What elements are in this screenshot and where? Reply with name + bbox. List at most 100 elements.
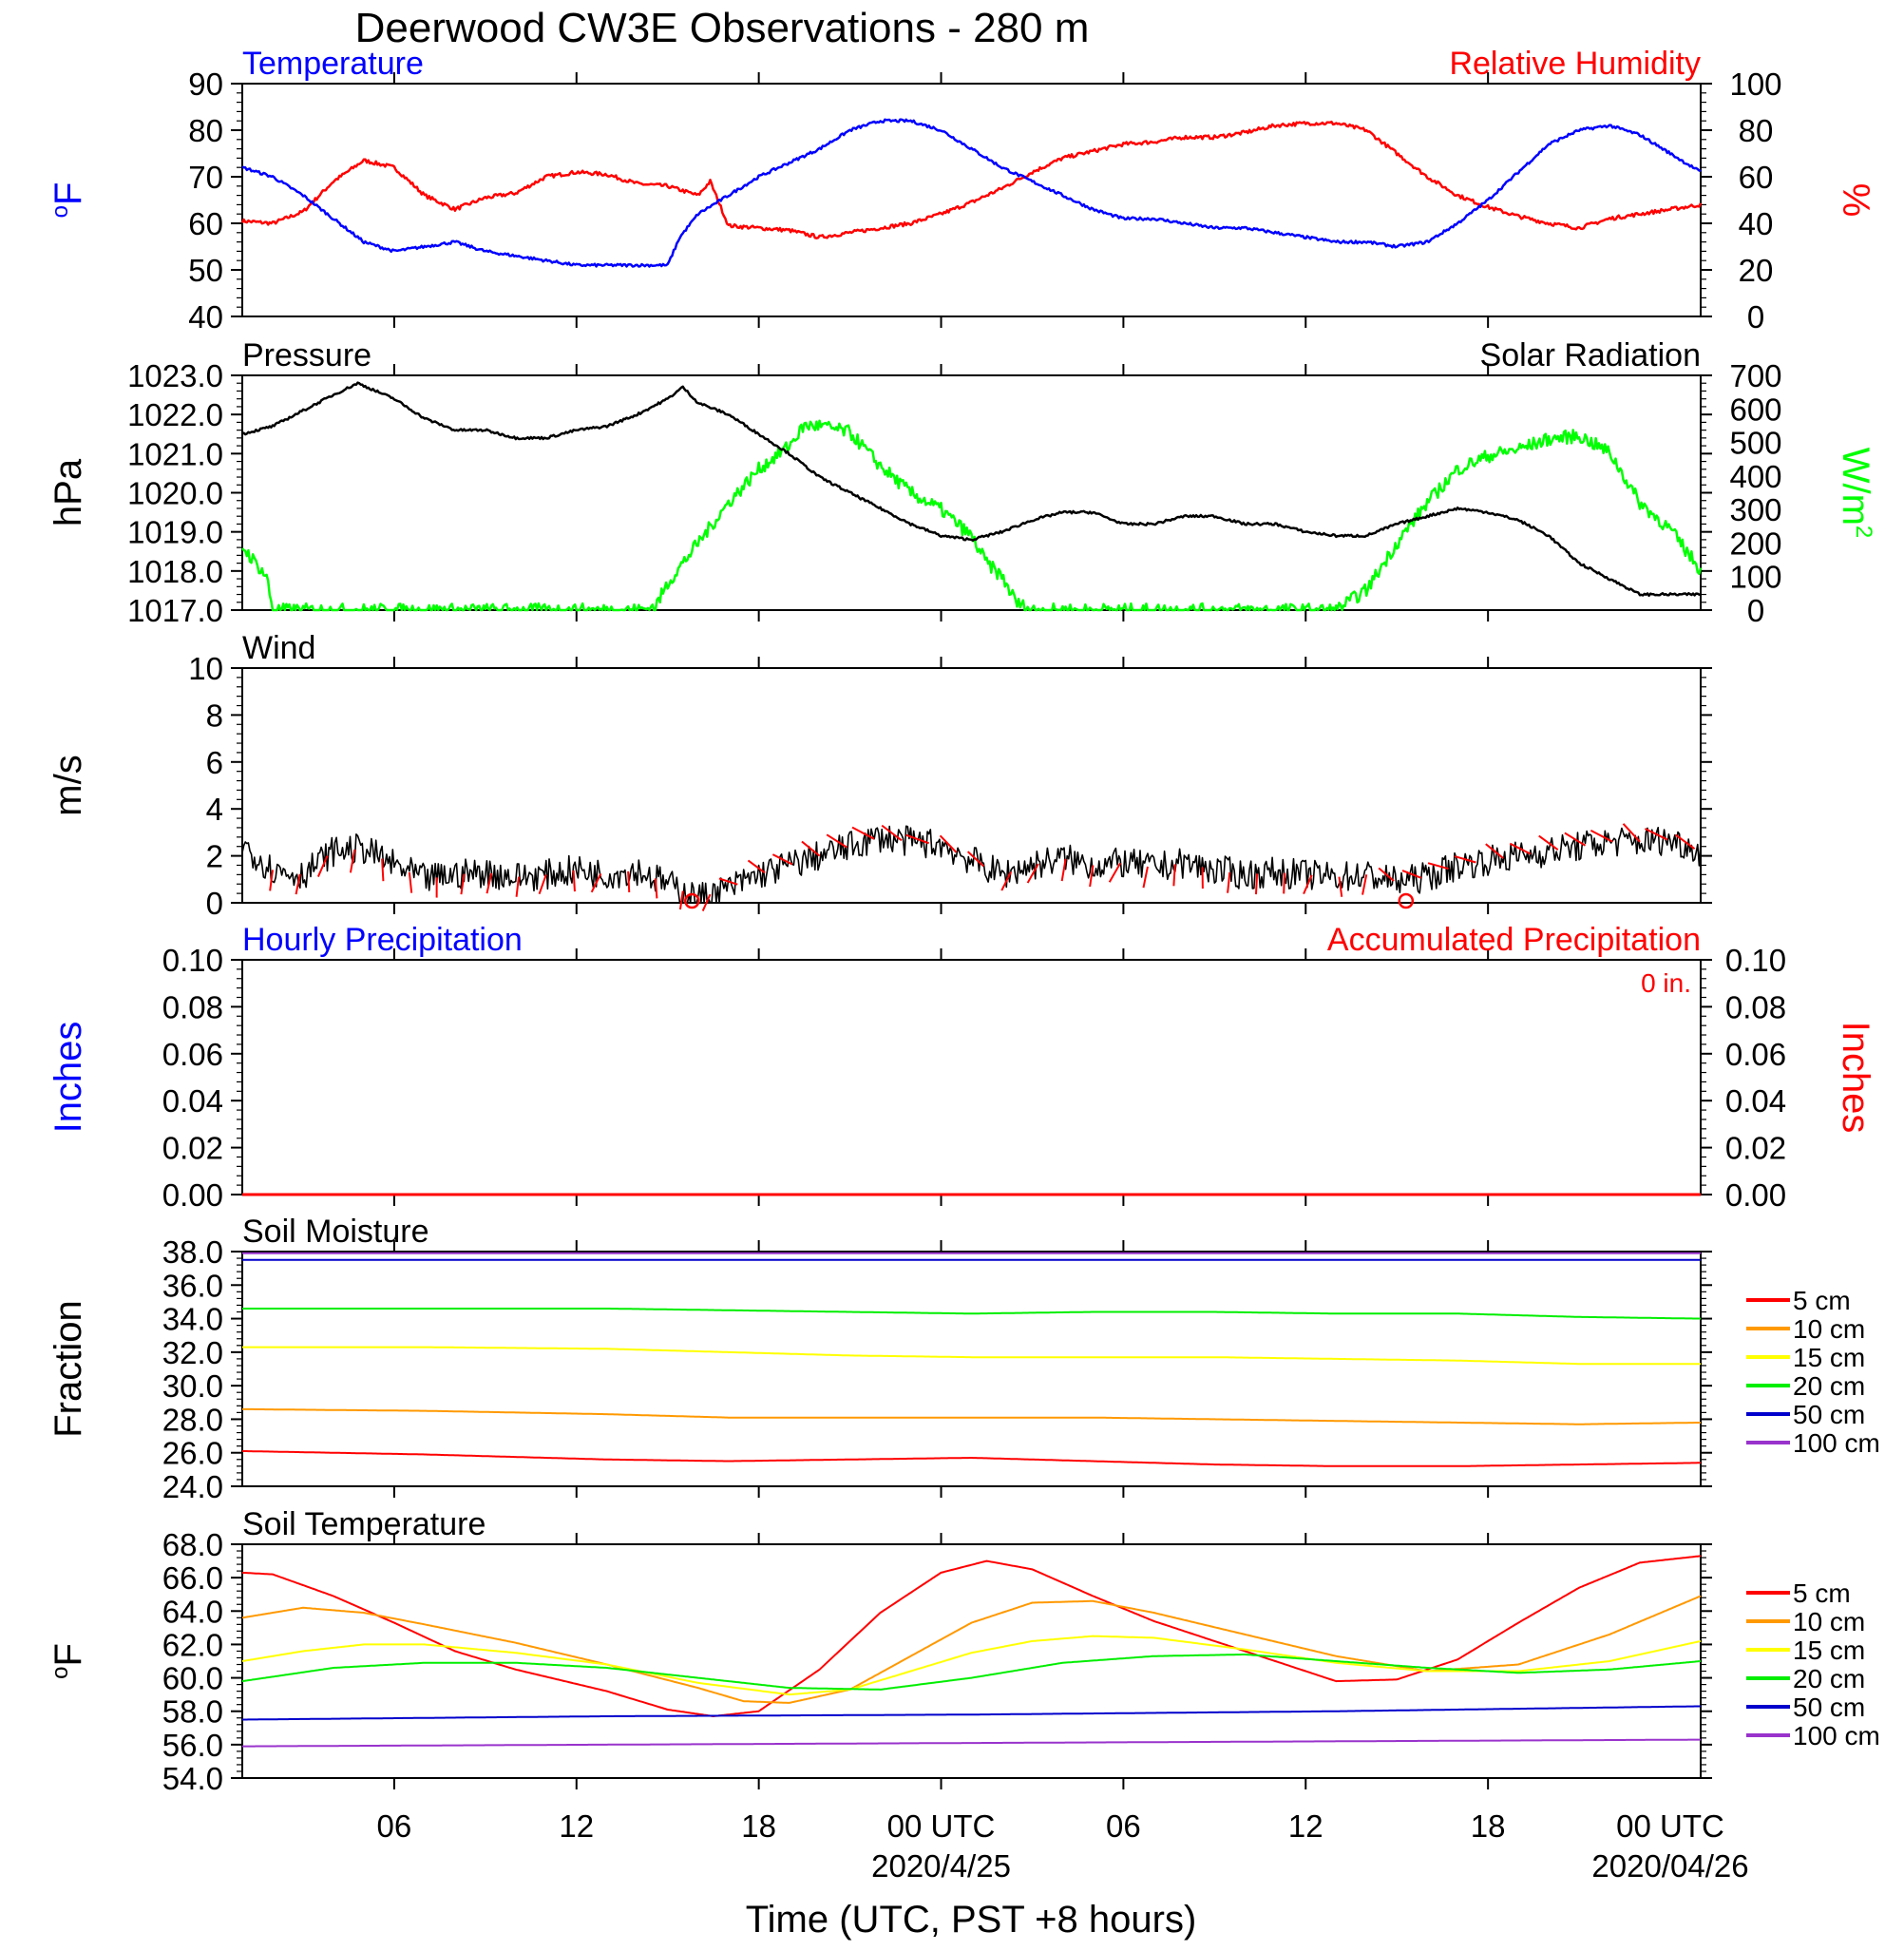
wind-barb — [851, 826, 875, 840]
x-tick-label: 12 — [1288, 1808, 1323, 1844]
left-tick-label: 64.0 — [162, 1594, 223, 1629]
wind-barb — [905, 833, 930, 845]
panel-right-title: Accumulated Precipitation — [1327, 922, 1701, 958]
x-tick-label: 06 — [377, 1808, 412, 1844]
legend-label: 20 cm — [1793, 1371, 1865, 1401]
wind-barb — [1060, 858, 1067, 882]
wind-barb — [654, 878, 658, 899]
legend-label: 50 cm — [1793, 1400, 1865, 1429]
left-tick-label: 1023.0 — [127, 358, 223, 393]
wind-barb — [572, 870, 576, 892]
panel-left-title: Hourly Precipitation — [242, 922, 523, 958]
wind-barb — [826, 833, 847, 849]
wind-barb — [1142, 866, 1149, 889]
right-tick-label: 0.10 — [1725, 943, 1786, 978]
right-tick-label: 700 — [1729, 358, 1781, 393]
left-tick-label: 50 — [188, 253, 223, 288]
left-tick-label: 32.0 — [162, 1335, 223, 1370]
temperature-line — [241, 118, 1702, 268]
wind-barb — [349, 849, 356, 873]
x-tick-label: 12 — [559, 1808, 594, 1844]
right-tick-label: 500 — [1729, 426, 1781, 461]
wind-barb — [269, 870, 274, 891]
accum-precip-annotation: 0 in. — [1641, 968, 1691, 998]
right-tick-label: 200 — [1729, 526, 1781, 561]
wind-barb — [701, 893, 712, 911]
left-unit-label: Inches — [48, 1022, 89, 1134]
left-tick-label: 38.0 — [162, 1234, 223, 1270]
wind-barb — [1000, 870, 1012, 891]
wind-barb — [1485, 843, 1504, 859]
wind-barb — [408, 871, 413, 893]
pressure-solar-panel: 1023.0 1022.0 1021.0 1020.0 1019.0 1018.0 1017… — [48, 337, 1876, 628]
figure-title: Deerwood CW3E Observations - 280 m — [355, 5, 1090, 51]
right-unit-label: % — [1835, 183, 1876, 218]
right-unit-label: Inches — [1835, 1022, 1876, 1134]
wind-barb — [1538, 834, 1559, 851]
wind-barb — [1338, 876, 1343, 897]
wind-barb — [381, 858, 385, 882]
right-tick-label: 300 — [1729, 492, 1781, 527]
legend-label: 100 cm — [1793, 1428, 1880, 1458]
left-tick-label: 8 — [206, 698, 223, 733]
plot-frame — [241, 959, 1702, 1195]
left-tick-label: 1018.0 — [127, 554, 223, 589]
left-tick-label: 1017.0 — [127, 593, 223, 628]
wind-barb — [627, 870, 631, 892]
soil-temperature-line — [241, 1635, 1702, 1696]
x-tick-label: 00 UTC — [1616, 1808, 1724, 1844]
right-tick-label: 400 — [1729, 459, 1781, 494]
right-tick-label: 20 — [1739, 253, 1774, 288]
plot-frame — [241, 667, 1702, 904]
soil-moisture-line — [242, 1308, 1702, 1320]
wind-barb — [1454, 855, 1476, 864]
right-tick-label: 0 — [1747, 299, 1764, 335]
right-tick-label: 80 — [1739, 113, 1774, 148]
left-tick-label: 2 — [206, 839, 223, 874]
wind-barb — [718, 877, 738, 886]
plot-frame — [241, 374, 1702, 611]
soil-moisture-line — [242, 1450, 1701, 1467]
left-unit-label: m/s — [48, 755, 89, 815]
left-tick-label: 40 — [188, 299, 223, 335]
left-tick-label: 24.0 — [162, 1469, 223, 1504]
left-tick-label: 56.0 — [162, 1728, 223, 1763]
x-date-label: 2020/04/26 — [1591, 1848, 1748, 1884]
left-tick-label: 36.0 — [162, 1268, 223, 1303]
legend-label: 5 cm — [1793, 1286, 1851, 1315]
right-tick-label: 100 — [1729, 67, 1781, 102]
soil-temp-panel: 68.066.064.062.060.058.056.054.0 Soil Tem… — [48, 1506, 1880, 1796]
humidity-line — [240, 120, 1703, 239]
right-tick-label: 100 — [1729, 560, 1781, 595]
wind-barb — [1283, 872, 1285, 894]
wind-barb — [1303, 874, 1313, 895]
left-tick-label: 28.0 — [162, 1402, 223, 1437]
left-tick-label: 0.04 — [162, 1083, 223, 1119]
right-tick-label: 60 — [1739, 160, 1774, 195]
right-tick-label: 40 — [1739, 206, 1774, 241]
panel-right-title: Relative Humidity — [1449, 46, 1701, 82]
left-unit-label: Fraction — [48, 1300, 89, 1438]
legend-label: 20 cm — [1793, 1664, 1865, 1693]
left-unit-label: oF — [48, 182, 89, 219]
soil-temperature-line — [242, 1738, 1701, 1748]
x-date-label: 2020/4/25 — [871, 1848, 1011, 1884]
wind-barb — [295, 873, 301, 895]
wind-barb — [678, 890, 684, 910]
right-tick-label: 0.04 — [1725, 1083, 1786, 1119]
left-tick-label: 0.02 — [162, 1131, 223, 1166]
right-tick-label: 0.00 — [1725, 1177, 1786, 1213]
left-tick-label: 10 — [188, 651, 223, 686]
wind-barb — [1378, 867, 1395, 882]
pressure-line — [241, 381, 1702, 598]
wind-barb — [590, 872, 602, 893]
legend-label: 5 cm — [1793, 1578, 1851, 1608]
plot-frame — [241, 83, 1702, 317]
left-tick-label: 90 — [188, 67, 223, 102]
soil-temperature-line — [242, 1705, 1702, 1721]
precip-panel: 0.10 0.08 0.06 0.04 0.02 0.00 0.10 0.08 0.06 0.04… — [48, 922, 1876, 1213]
right-tick-label: 0.02 — [1725, 1131, 1786, 1166]
wind-barb — [1590, 829, 1613, 843]
